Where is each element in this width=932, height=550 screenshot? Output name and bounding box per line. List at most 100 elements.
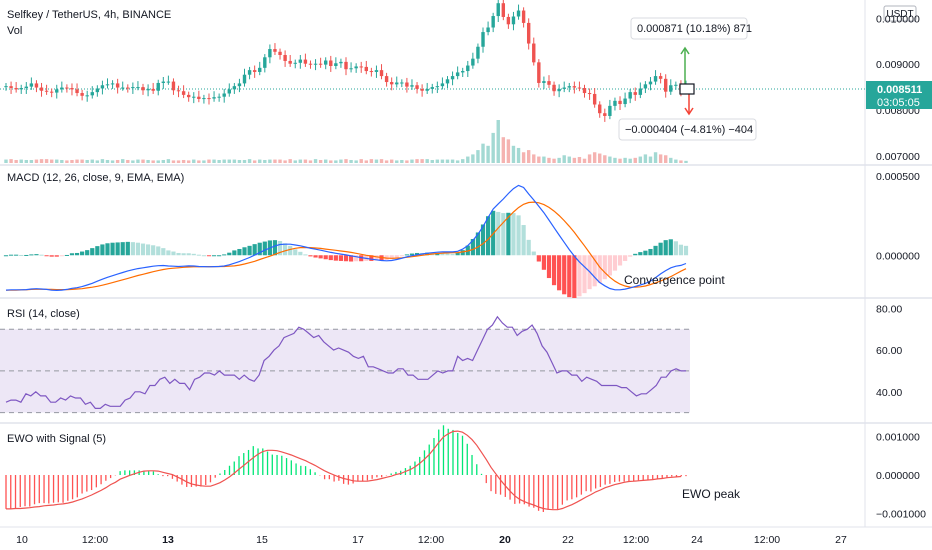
- candle-body: [643, 84, 648, 89]
- candle-body: [29, 83, 34, 87]
- volume-bar: [283, 160, 287, 163]
- candle-body: [258, 67, 262, 72]
- volume-bars: [4, 120, 688, 163]
- price-pane[interactable]: Selfkey / TetherUS, 4h, BINANCE Vol 0.00…: [0, 0, 865, 163]
- volume-bar: [9, 159, 13, 163]
- measure-anchor[interactable]: [679, 83, 695, 95]
- candle-body: [65, 87, 69, 89]
- candle-body: [141, 87, 145, 91]
- macd-histogram-bar: [638, 252, 643, 256]
- candle-body: [176, 90, 181, 92]
- volume-bar: [542, 156, 546, 163]
- volume-bar: [90, 159, 94, 163]
- volume-bar: [222, 159, 226, 163]
- x-tick-label: 12:00: [82, 534, 108, 546]
- candle-body: [669, 85, 673, 92]
- volume-bar: [415, 159, 419, 163]
- volume-bar: [562, 155, 566, 163]
- macd-histogram-bar: [120, 242, 125, 256]
- price-scale[interactable]: USDT 0.0100000.0090000.0080000.0070000.0…: [866, 5, 932, 521]
- candle-body: [14, 88, 18, 90]
- candle-body: [481, 32, 485, 47]
- volume-bar: [445, 159, 450, 163]
- volume-bar: [592, 152, 597, 163]
- volume-bar: [4, 159, 8, 163]
- macd-pane[interactable]: MACD (12, 26, close, 9, EMA, EMA) Conver…: [3, 172, 726, 298]
- currency-badge[interactable]: [883, 5, 917, 22]
- volume-bar: [506, 139, 511, 163]
- candle-body: [151, 88, 155, 91]
- candle-body: [298, 59, 303, 63]
- macd-histogram-bar: [374, 255, 379, 261]
- macd-histogram-bar: [105, 243, 110, 256]
- candle-body: [95, 88, 100, 93]
- macd-histogram-bar: [262, 241, 267, 256]
- volume-bar: [166, 159, 171, 163]
- x-tick-label: 12:00: [754, 534, 780, 546]
- volume-bar: [379, 159, 384, 163]
- macd-histogram-bar: [140, 243, 146, 256]
- volume-bar: [115, 159, 120, 163]
- candle-body: [466, 65, 470, 72]
- candle-body: [521, 10, 526, 23]
- candle-body: [476, 46, 480, 59]
- ewo-pane[interactable]: EWO with Signal (5) EWO peak: [5, 425, 741, 512]
- macd-histogram-bar: [623, 255, 628, 261]
- macd-histogram-bar: [440, 252, 445, 256]
- candle-body: [156, 82, 160, 91]
- candle-body: [197, 96, 201, 99]
- candle-body: [126, 87, 130, 89]
- x-tick-label: 17: [352, 534, 364, 546]
- measure-tool[interactable]: 0.000871 (10.18%) 871 −0.000404 (−4.81%)…: [618, 17, 757, 141]
- macd-histogram-bar: [414, 252, 420, 256]
- candle-body: [166, 81, 171, 83]
- macd-histogram-bar: [577, 255, 582, 297]
- macd-histogram-bar: [394, 255, 399, 258]
- macd-histogram-bar: [572, 255, 577, 298]
- macd-histogram-bar: [668, 239, 673, 256]
- macd-histogram-bar: [557, 255, 562, 291]
- candle-body: [308, 63, 313, 65]
- volume-bar: [126, 159, 130, 163]
- macd-histogram-bar: [277, 241, 283, 256]
- volume-bar: [547, 157, 551, 163]
- volume-bar: [435, 159, 440, 163]
- candle-body: [324, 60, 328, 65]
- volume-bar: [242, 159, 247, 163]
- volume-bar: [587, 154, 592, 163]
- candle-body: [207, 98, 211, 100]
- volume-bar: [526, 150, 531, 163]
- time-axis[interactable]: 10 12:00 13 15 17 12:00 20 22 12:00 24 12:00 27: [16, 534, 847, 546]
- macd-histogram-bar: [115, 242, 120, 256]
- candle-body: [60, 87, 64, 90]
- macd-histogram-bar: [34, 254, 39, 256]
- candle-body: [567, 86, 571, 88]
- rsi-pane[interactable]: RSI (14, close): [0, 308, 690, 414]
- volume-bar: [151, 160, 155, 163]
- candle-body: [384, 76, 389, 83]
- macd-histogram-bar: [3, 255, 9, 257]
- y-tick-label: 0.001000: [876, 432, 920, 444]
- candle-body: [252, 70, 257, 72]
- volume-bar: [648, 156, 653, 163]
- macd-histogram-bar: [521, 225, 526, 256]
- candle-body: [237, 83, 242, 87]
- volume-bar: [308, 160, 313, 163]
- macd-histogram-bar: [161, 248, 166, 256]
- volume-bar: [613, 157, 617, 163]
- volume-bar: [186, 160, 191, 163]
- volume-bar: [374, 159, 379, 163]
- candle-body: [598, 104, 602, 114]
- macd-histogram-bar: [567, 255, 572, 298]
- volume-bar: [496, 120, 500, 163]
- volume-bar: [247, 159, 252, 163]
- volume-bar: [60, 159, 64, 163]
- candle-body: [425, 88, 429, 91]
- candle-body: [217, 96, 221, 98]
- volume-bar: [217, 159, 221, 163]
- volume-bar: [39, 159, 44, 163]
- candle-body: [100, 85, 105, 89]
- volume-bar: [70, 159, 74, 163]
- volume-bar: [202, 160, 206, 163]
